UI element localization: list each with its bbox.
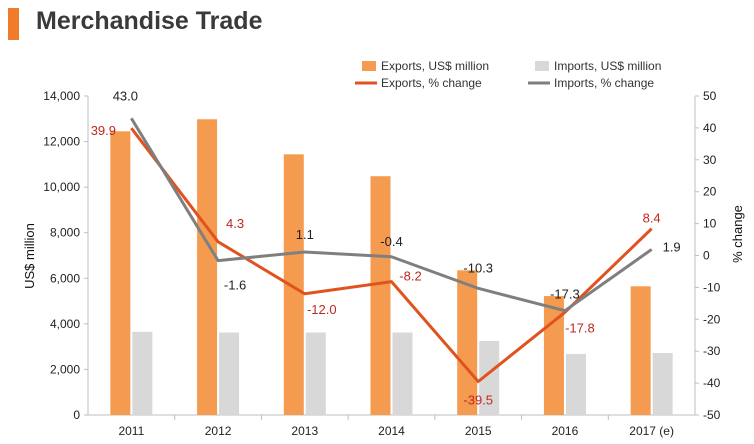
exports-bar-2012 [197,119,218,416]
exports-change-label: -8.2 [399,269,421,284]
exports-bar-2014 [370,176,391,415]
exports-bar-2015 [457,270,478,415]
legend-swatch-exports-bar [362,61,376,71]
legend: Exports, US$ million Imports, US$ millio… [355,59,661,90]
x-tick-label: 2013 [291,424,318,438]
left-tick-label: 6,000 [50,271,80,285]
imports-change-label: -10.3 [463,260,493,275]
imports-bar-2017e [652,353,673,415]
right-tick-label: 10 [703,217,717,231]
left-tick-label: 12,000 [43,135,80,149]
left-tick-label: 10,000 [43,180,80,194]
title-accent-bar [8,8,19,40]
x-tick-label: 2014 [378,424,405,438]
left-tick-label: 4,000 [50,317,80,331]
right-tick-label: 40 [703,121,717,135]
exports-change-label: -17.8 [565,320,595,335]
legend-label-exports-bar: Exports, US$ million [381,59,489,73]
exports-change-label: -12.0 [307,302,337,317]
data-labels: 39.9 4.3 -12.0 -8.2 -39.5 -17.8 8.4 43.0 -1.6 1.1… [91,88,681,407]
legend-label-imports-line: Imports, % change [554,76,654,90]
page-title: Merchandise Trade [36,7,263,35]
legend-label-exports-line: Exports, % change [381,76,482,90]
exports-change-label: 4.3 [226,216,244,231]
imports-bar-2011 [132,331,153,415]
imports-bar-2013 [305,332,326,415]
left-tick-label: 14,000 [43,89,80,103]
right-tick-label: -10 [703,280,721,294]
x-tick-label: 2015 [465,424,492,438]
imports-bar-2014 [392,332,413,415]
imports-change-label: -17.3 [550,287,580,302]
left-tick-label: 8,000 [50,226,80,240]
right-tick-label: -50 [703,408,721,422]
right-tick-label: 0 [703,249,710,263]
right-tick-label: 20 [703,185,717,199]
imports-bar-2012 [219,332,240,415]
left-tick-label: 0 [73,408,80,422]
exports-change-label: -39.5 [463,393,493,408]
exports-change-line [130,127,653,384]
imports-change-label: -1.6 [224,278,246,293]
exports-change-label: 39.9 [91,123,116,138]
right-tick-label: 50 [703,89,717,103]
x-tick-label: 2012 [205,424,232,438]
imports-change-label: 1.1 [296,227,314,242]
imports-change-label: 1.9 [663,239,681,254]
imports-change-label: 43.0 [113,88,138,103]
right-axis-title: % change [730,205,745,263]
x-tick-label: 2017 (e) [629,424,674,438]
right-tick-label: 30 [703,153,717,167]
x-tick-label: 2011 [118,424,144,438]
legend-label-imports-bar: Imports, US$ million [554,59,661,73]
right-tick-label: -40 [703,376,721,390]
left-tick-label: 2,000 [50,362,80,376]
left-axis-title: US$ million [22,223,37,289]
right-tick-label: -20 [703,312,721,326]
imports-bar-2016 [565,353,586,415]
exports-bar-2011 [110,131,131,415]
lines [130,117,653,384]
axes: 0 2,000 4,000 6,000 8,000 10,000 12,000 14,000 -… [43,89,720,438]
imports-bar-2015 [479,340,500,415]
right-tick-label: -30 [703,344,721,358]
header: Merchandise Trade [0,0,754,50]
imports-change-line [130,117,653,313]
exports-bar-2017e [630,286,651,415]
exports-bar-2013 [283,154,304,415]
bars [110,119,673,416]
imports-change-label: -0.4 [380,234,402,249]
exports-change-label: 8.4 [643,211,661,226]
legend-swatch-imports-bar [535,61,549,71]
x-tick-label: 2016 [552,424,579,438]
